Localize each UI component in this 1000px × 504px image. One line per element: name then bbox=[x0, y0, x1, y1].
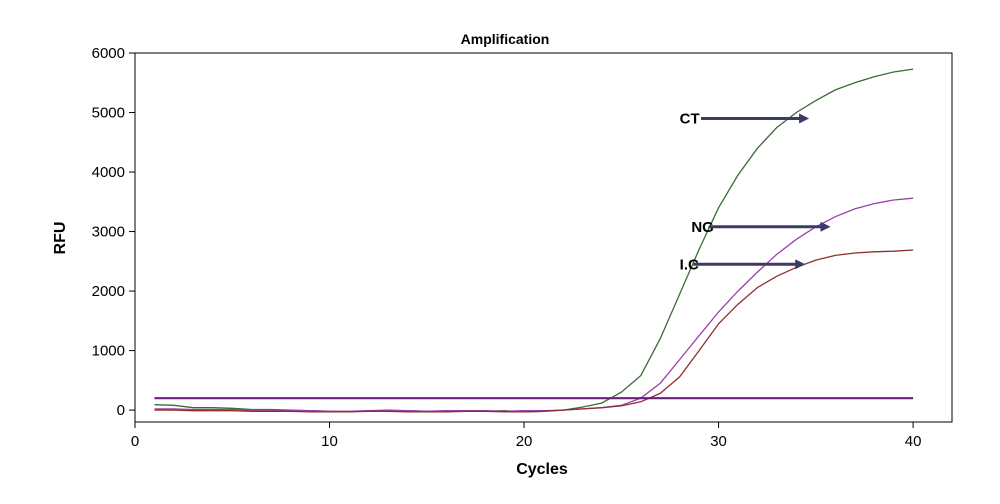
series-line-ct bbox=[154, 68, 914, 413]
x-tick-label: 0 bbox=[131, 433, 139, 450]
x-axis-label: Cycles bbox=[516, 461, 568, 478]
y-axis-label: RFU bbox=[52, 222, 69, 255]
y-tick-label: 3000 bbox=[92, 224, 125, 241]
y-tick-label: 6000 bbox=[92, 45, 125, 62]
y-tick-label: 4000 bbox=[92, 164, 125, 181]
x-tick-label: 30 bbox=[710, 433, 727, 450]
y-tick-label: 2000 bbox=[92, 283, 125, 300]
chart-title: Amplification bbox=[461, 31, 550, 47]
annotation-label-i-c: I.C bbox=[680, 256, 699, 273]
y-tick-label: 5000 bbox=[92, 105, 125, 122]
x-tick-label: 20 bbox=[516, 433, 533, 450]
annotation-label-ng: NG bbox=[691, 219, 714, 236]
series-line-i-c bbox=[154, 249, 914, 413]
plot-area: 0 10 20 30 40 0 1000 2000 3000 4000 5000 6000 CT NG I.… bbox=[92, 45, 953, 450]
annotation-label-ct: CT bbox=[680, 110, 700, 127]
y-tick-label: 0 bbox=[117, 402, 125, 419]
x-tick-label: 40 bbox=[905, 433, 922, 450]
y-tick-label: 1000 bbox=[92, 343, 125, 360]
x-tick-label: 10 bbox=[321, 433, 338, 450]
series-line-ng bbox=[154, 197, 914, 412]
plot-frame bbox=[134, 52, 953, 423]
